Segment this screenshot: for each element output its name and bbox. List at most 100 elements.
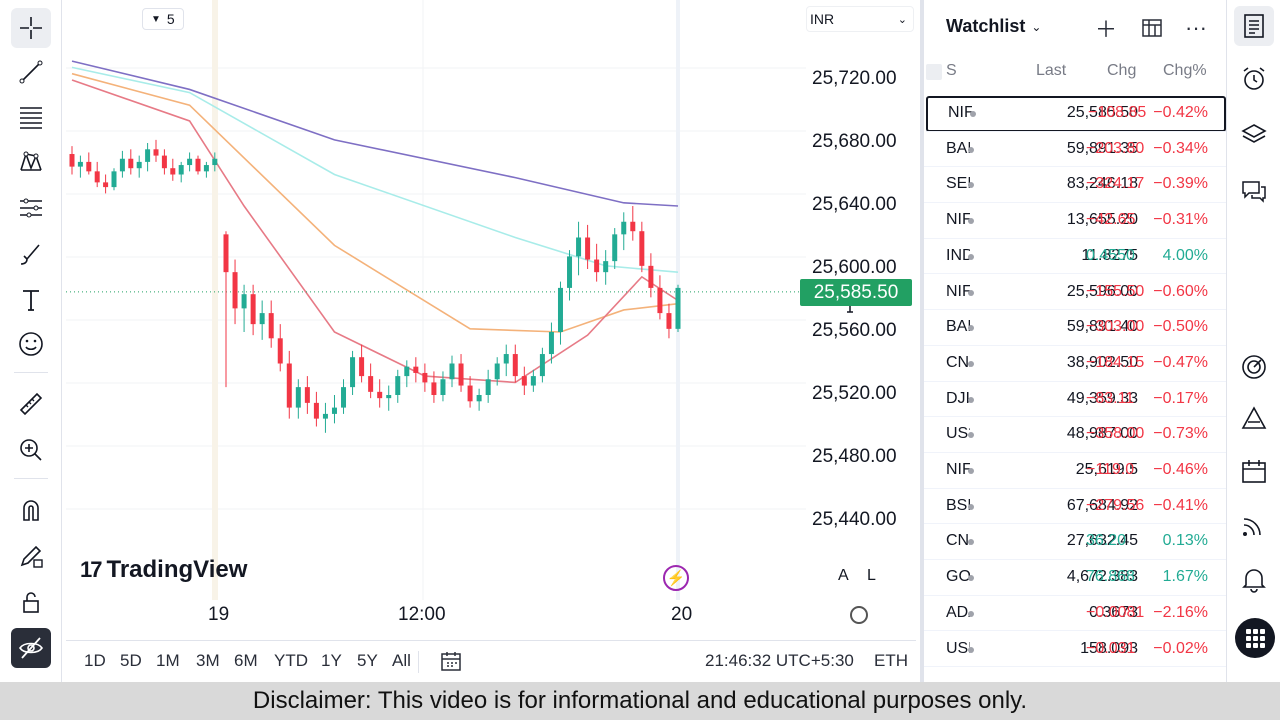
status-dot-icon (968, 182, 974, 189)
row-divider (924, 202, 1226, 204)
range-button-5d[interactable]: 5D (120, 651, 142, 670)
row-divider (924, 666, 1226, 668)
watchlist-row[interactable]: ADAUSD 0.3673−0.0081 −2.16% (924, 596, 1226, 632)
watchlist-title-button[interactable]: Watchlist ⌄ (946, 16, 1041, 37)
time-label-20: 20 (671, 604, 693, 625)
crosshair-tool[interactable] (11, 8, 51, 48)
range-button-1m[interactable]: 1M (156, 651, 180, 670)
drag-handle-icon[interactable] (926, 64, 942, 80)
bell-icon[interactable] (1239, 564, 1269, 594)
magnet-tool[interactable] (11, 490, 51, 530)
candle-body (232, 272, 238, 309)
brush-tool[interactable] (11, 234, 51, 274)
alarm-clock-icon[interactable] (1239, 64, 1269, 94)
row-last: 11.8275 (1081, 246, 1138, 264)
range-button-3m[interactable]: 3M (196, 651, 220, 670)
row-last: 4,672.383 (1066, 568, 1138, 586)
clock-timezone[interactable]: 21:46:32 UTC+5:30 (705, 651, 854, 670)
zoom-tool[interactable] (11, 430, 51, 470)
row-last: 27,632.45 (1066, 532, 1138, 550)
settings-icon[interactable] (850, 606, 868, 624)
hide-drawings-tool[interactable] (11, 628, 51, 668)
watchlist-row[interactable]: BANKNIFTY 59,891.35−203.80 −0.34% (924, 132, 1226, 168)
watchlist-row[interactable]: DJI 49,359.33 −83.11 −0.17% (924, 382, 1226, 418)
col-symbol[interactable]: S (946, 62, 957, 79)
forecast-tool[interactable] (11, 188, 51, 228)
text-tool[interactable] (11, 280, 51, 320)
candle-body (268, 313, 274, 339)
text-icon (23, 290, 39, 311)
watchlist-row[interactable]: BANKNIFTY1! 59,891.40−303.00 −0.50% (924, 310, 1226, 346)
col-chg-pct[interactable]: Chg% (1163, 62, 1207, 79)
watchlist-row[interactable]: NIFTYMID 13,655.20−42.65 −0.31% (924, 203, 1226, 239)
session-toggle[interactable]: ETH (874, 651, 908, 670)
stay-in-drawing-tool[interactable] (11, 536, 51, 576)
row-divider (924, 559, 1226, 561)
candle-body (567, 256, 573, 288)
fib-retracement-tool[interactable] (11, 96, 51, 136)
disclaimer-banner: Disclaimer: This video is for informatio… (0, 682, 1280, 720)
col-chg[interactable]: Chg (1107, 62, 1137, 79)
trend-line-tool[interactable] (11, 52, 51, 92)
row-change-pct: −0.47% (1153, 353, 1208, 371)
row-change-pct: −0.46% (1153, 461, 1208, 478)
layers-icon[interactable] (1239, 120, 1269, 150)
range-button-all[interactable]: All (392, 651, 411, 670)
watchlist-row[interactable]: NIFTYBANK 25,619.5−119.0 −0.46% (924, 453, 1226, 489)
col-last[interactable]: Last (1036, 62, 1067, 79)
candle-body (203, 165, 209, 172)
emoji-tool[interactable] (11, 324, 51, 364)
add-symbol-icon[interactable]: ＋ (1094, 17, 1117, 42)
status-dot-icon (968, 325, 974, 332)
log-scale-button[interactable]: L (867, 567, 876, 584)
measure-tool[interactable] (11, 384, 51, 424)
watchlist-row[interactable]: US30 48,987.00−358.00 −0.73% (924, 417, 1226, 453)
candle-body (467, 385, 473, 402)
row-divider (924, 166, 1226, 168)
lock-drawings-tool[interactable] (11, 582, 51, 622)
candle-body (557, 287, 563, 332)
pattern-tool[interactable] (11, 142, 51, 182)
range-button-6m[interactable]: 6M (234, 651, 258, 670)
calendar-icon[interactable] (1239, 456, 1269, 486)
candle-body (657, 287, 663, 314)
range-button-1y[interactable]: 1Y (321, 651, 342, 670)
price-chart[interactable] (66, 0, 916, 640)
target-icon[interactable] (1239, 352, 1269, 382)
watchlist-row[interactable]: USDJPY 158.093−0.031 −0.02% (924, 632, 1226, 668)
price-axis-label: 25,440.00 (812, 509, 897, 530)
more-options-icon[interactable]: ··· (1185, 15, 1207, 40)
currency-selector[interactable]: INR ⌄ (806, 6, 914, 32)
chart-pane[interactable]: ▼ 5 INR ⌄ 25,720.00 25,680.00 25,640.00 25,… (66, 0, 916, 640)
go-to-date-icon[interactable] (439, 649, 463, 673)
interval-selector[interactable]: ▼ 5 (142, 8, 184, 30)
ideas-icon[interactable] (1239, 404, 1269, 434)
watchlist-row[interactable]: CNXIT 38,902.50−184.15 −0.47% (924, 346, 1226, 382)
advanced-view-icon[interactable] (1138, 14, 1166, 42)
row-last: 0.3673 (1089, 603, 1138, 621)
auto-scale-button[interactable]: A (838, 567, 849, 584)
watchlist-row[interactable]: BSE 67,684.92−279.56 −0.41% (924, 489, 1226, 525)
news-feed-icon[interactable] (1239, 510, 1269, 540)
watchlist-icon[interactable] (1239, 11, 1269, 41)
candle-body (322, 413, 328, 419)
apps-grid-icon[interactable] (1235, 618, 1275, 658)
active-highlight (1234, 6, 1274, 46)
watchlist-row[interactable]: NIFTY 25,585.50−108.85 −0.42% (926, 96, 1228, 132)
trend-line-icon (19, 60, 43, 84)
candle-body (449, 363, 455, 380)
tradingview-logo[interactable]: 17 TradingView (80, 556, 247, 584)
candle-body (94, 171, 100, 183)
watchlist-row[interactable]: NIFTY1! 25,596.00−155.50 −0.60% (924, 275, 1226, 311)
lightning-icon[interactable]: ⚡ (663, 565, 689, 591)
range-button-1d[interactable]: 1D (84, 651, 106, 670)
candle-body (195, 158, 201, 172)
chat-icon[interactable] (1239, 176, 1269, 206)
range-button-ytd[interactable]: YTD (274, 651, 308, 670)
range-button-5y[interactable]: 5Y (357, 651, 378, 670)
last-price-label: 25,585.50 (800, 279, 912, 306)
watchlist-row[interactable]: SENSEX 83,246.18−324.17 −0.39% (924, 167, 1226, 204)
